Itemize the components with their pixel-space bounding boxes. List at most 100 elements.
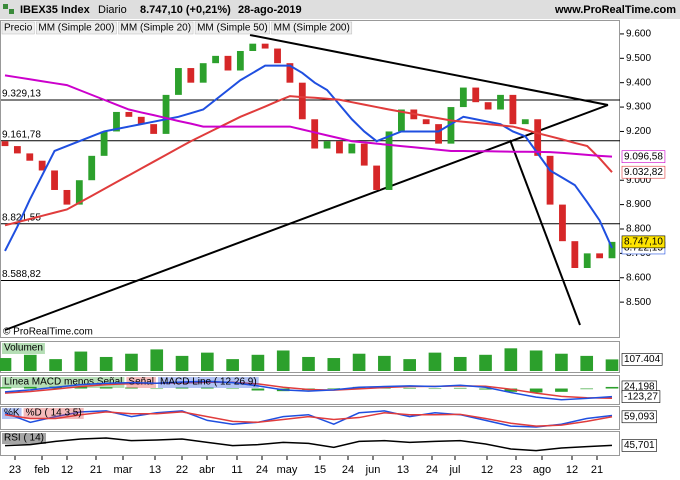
x-tick-label: 15 xyxy=(314,464,326,476)
candle xyxy=(435,124,442,144)
last-value-box xyxy=(621,353,663,366)
indicator-bar xyxy=(226,388,239,390)
last-value-label: 45,701 xyxy=(624,440,655,451)
indicator-bar xyxy=(529,388,543,393)
legend-box xyxy=(1,21,35,35)
legend-entry: %K xyxy=(4,408,20,419)
indicator-bar xyxy=(276,350,290,371)
legend-box xyxy=(36,21,117,35)
legend-box xyxy=(23,408,84,419)
moving-average xyxy=(4,74,613,158)
indicator-bar xyxy=(479,388,492,390)
x-tick-label: 23 xyxy=(510,464,522,476)
candle xyxy=(484,102,492,110)
y-tick-label: 8.900 xyxy=(626,199,651,210)
candle xyxy=(51,170,58,190)
x-tick-label: 11 xyxy=(231,464,242,476)
legend-entry: Precio xyxy=(4,23,33,34)
x-tick-label: ago xyxy=(533,464,551,476)
y-tick-label: 9.200 xyxy=(626,126,651,137)
indicator-line xyxy=(4,381,613,399)
indicator-bar xyxy=(201,387,214,389)
indicator-bar xyxy=(175,355,189,371)
panel-frame xyxy=(0,431,620,456)
candle xyxy=(261,43,269,49)
candle xyxy=(422,119,430,125)
x-tick-label: 24 xyxy=(256,464,268,476)
last-value-box xyxy=(621,165,666,179)
x-tick-label: 12 xyxy=(566,464,578,476)
candle xyxy=(596,253,604,259)
candle xyxy=(398,109,405,132)
indicator-bar xyxy=(479,354,492,371)
trendline xyxy=(249,34,609,106)
x-tick-label: abr xyxy=(199,464,215,476)
x-tick-label: 22 xyxy=(176,464,188,476)
legend-entry: %D ( 14 3 5) xyxy=(26,408,82,419)
period: Diario xyxy=(98,4,127,16)
candle xyxy=(521,119,529,125)
candle xyxy=(373,165,381,190)
x-tick-label: 12 xyxy=(61,464,73,476)
indicator-bar xyxy=(403,387,416,389)
indicator-bar xyxy=(428,388,442,390)
last-value-label: 107.404 xyxy=(624,354,661,365)
indicator-bar xyxy=(327,358,341,371)
indicator-bar xyxy=(99,356,113,371)
candle xyxy=(100,131,108,156)
candle xyxy=(26,153,34,161)
candle xyxy=(559,204,566,242)
x-tick-label: jun xyxy=(365,464,381,476)
indicator-bar xyxy=(125,387,138,389)
candle xyxy=(249,43,257,51)
y-tick-label: 9.600 xyxy=(626,29,651,40)
last-value-label: 24,198 xyxy=(624,382,655,393)
indicator-bar xyxy=(580,355,594,371)
indicator-bar xyxy=(605,386,619,389)
candle xyxy=(38,160,46,171)
candle xyxy=(348,143,356,154)
y-tick-label: 8.500 xyxy=(626,297,651,308)
candle xyxy=(459,87,467,108)
level-label: 8.588,82 xyxy=(2,269,41,280)
x-tick-label: jul xyxy=(448,464,460,476)
header-bar xyxy=(0,0,680,19)
x-tick-label: feb xyxy=(34,464,49,476)
candle xyxy=(1,141,9,147)
y-tick-label: 9.500 xyxy=(626,53,651,64)
legend-entry: Volumen xyxy=(4,343,43,354)
x-tick-label: 24 xyxy=(342,464,354,476)
y-tick-label: 8.600 xyxy=(626,272,651,283)
x-tick-label: 23 xyxy=(9,464,21,476)
legend-entry: MM (Simple 200) xyxy=(274,23,350,34)
x-tick-label: mar xyxy=(114,464,133,476)
legend-box xyxy=(2,408,22,419)
indicator-bar xyxy=(99,387,113,389)
x-tick-label: 13 xyxy=(149,464,161,476)
indicator-bar xyxy=(453,387,467,389)
indicator-bar xyxy=(150,388,164,390)
main-frame xyxy=(0,20,620,338)
trendline xyxy=(4,104,609,331)
indicator-bar xyxy=(428,352,442,371)
indicator-bar xyxy=(23,386,37,389)
legend-box xyxy=(2,433,47,444)
indicator-bar xyxy=(74,386,88,389)
x-tick-label: 13 xyxy=(397,464,409,476)
indicator-bar xyxy=(201,352,214,371)
last-value-label: 9.096,58 xyxy=(624,151,663,162)
legend-entry: RSI ( 14) xyxy=(4,433,44,444)
legend-box xyxy=(194,21,270,35)
candle xyxy=(175,68,182,95)
indicator-bar xyxy=(175,387,189,389)
candle xyxy=(286,63,294,83)
x-tick-label: 12 xyxy=(481,464,493,476)
candle xyxy=(546,155,554,205)
indicator-bar xyxy=(605,359,619,371)
indicator-bar xyxy=(0,387,12,389)
last-value-box xyxy=(621,439,657,452)
indicator-bar xyxy=(453,356,467,371)
candle xyxy=(534,119,542,156)
indicator-bar xyxy=(251,354,265,371)
